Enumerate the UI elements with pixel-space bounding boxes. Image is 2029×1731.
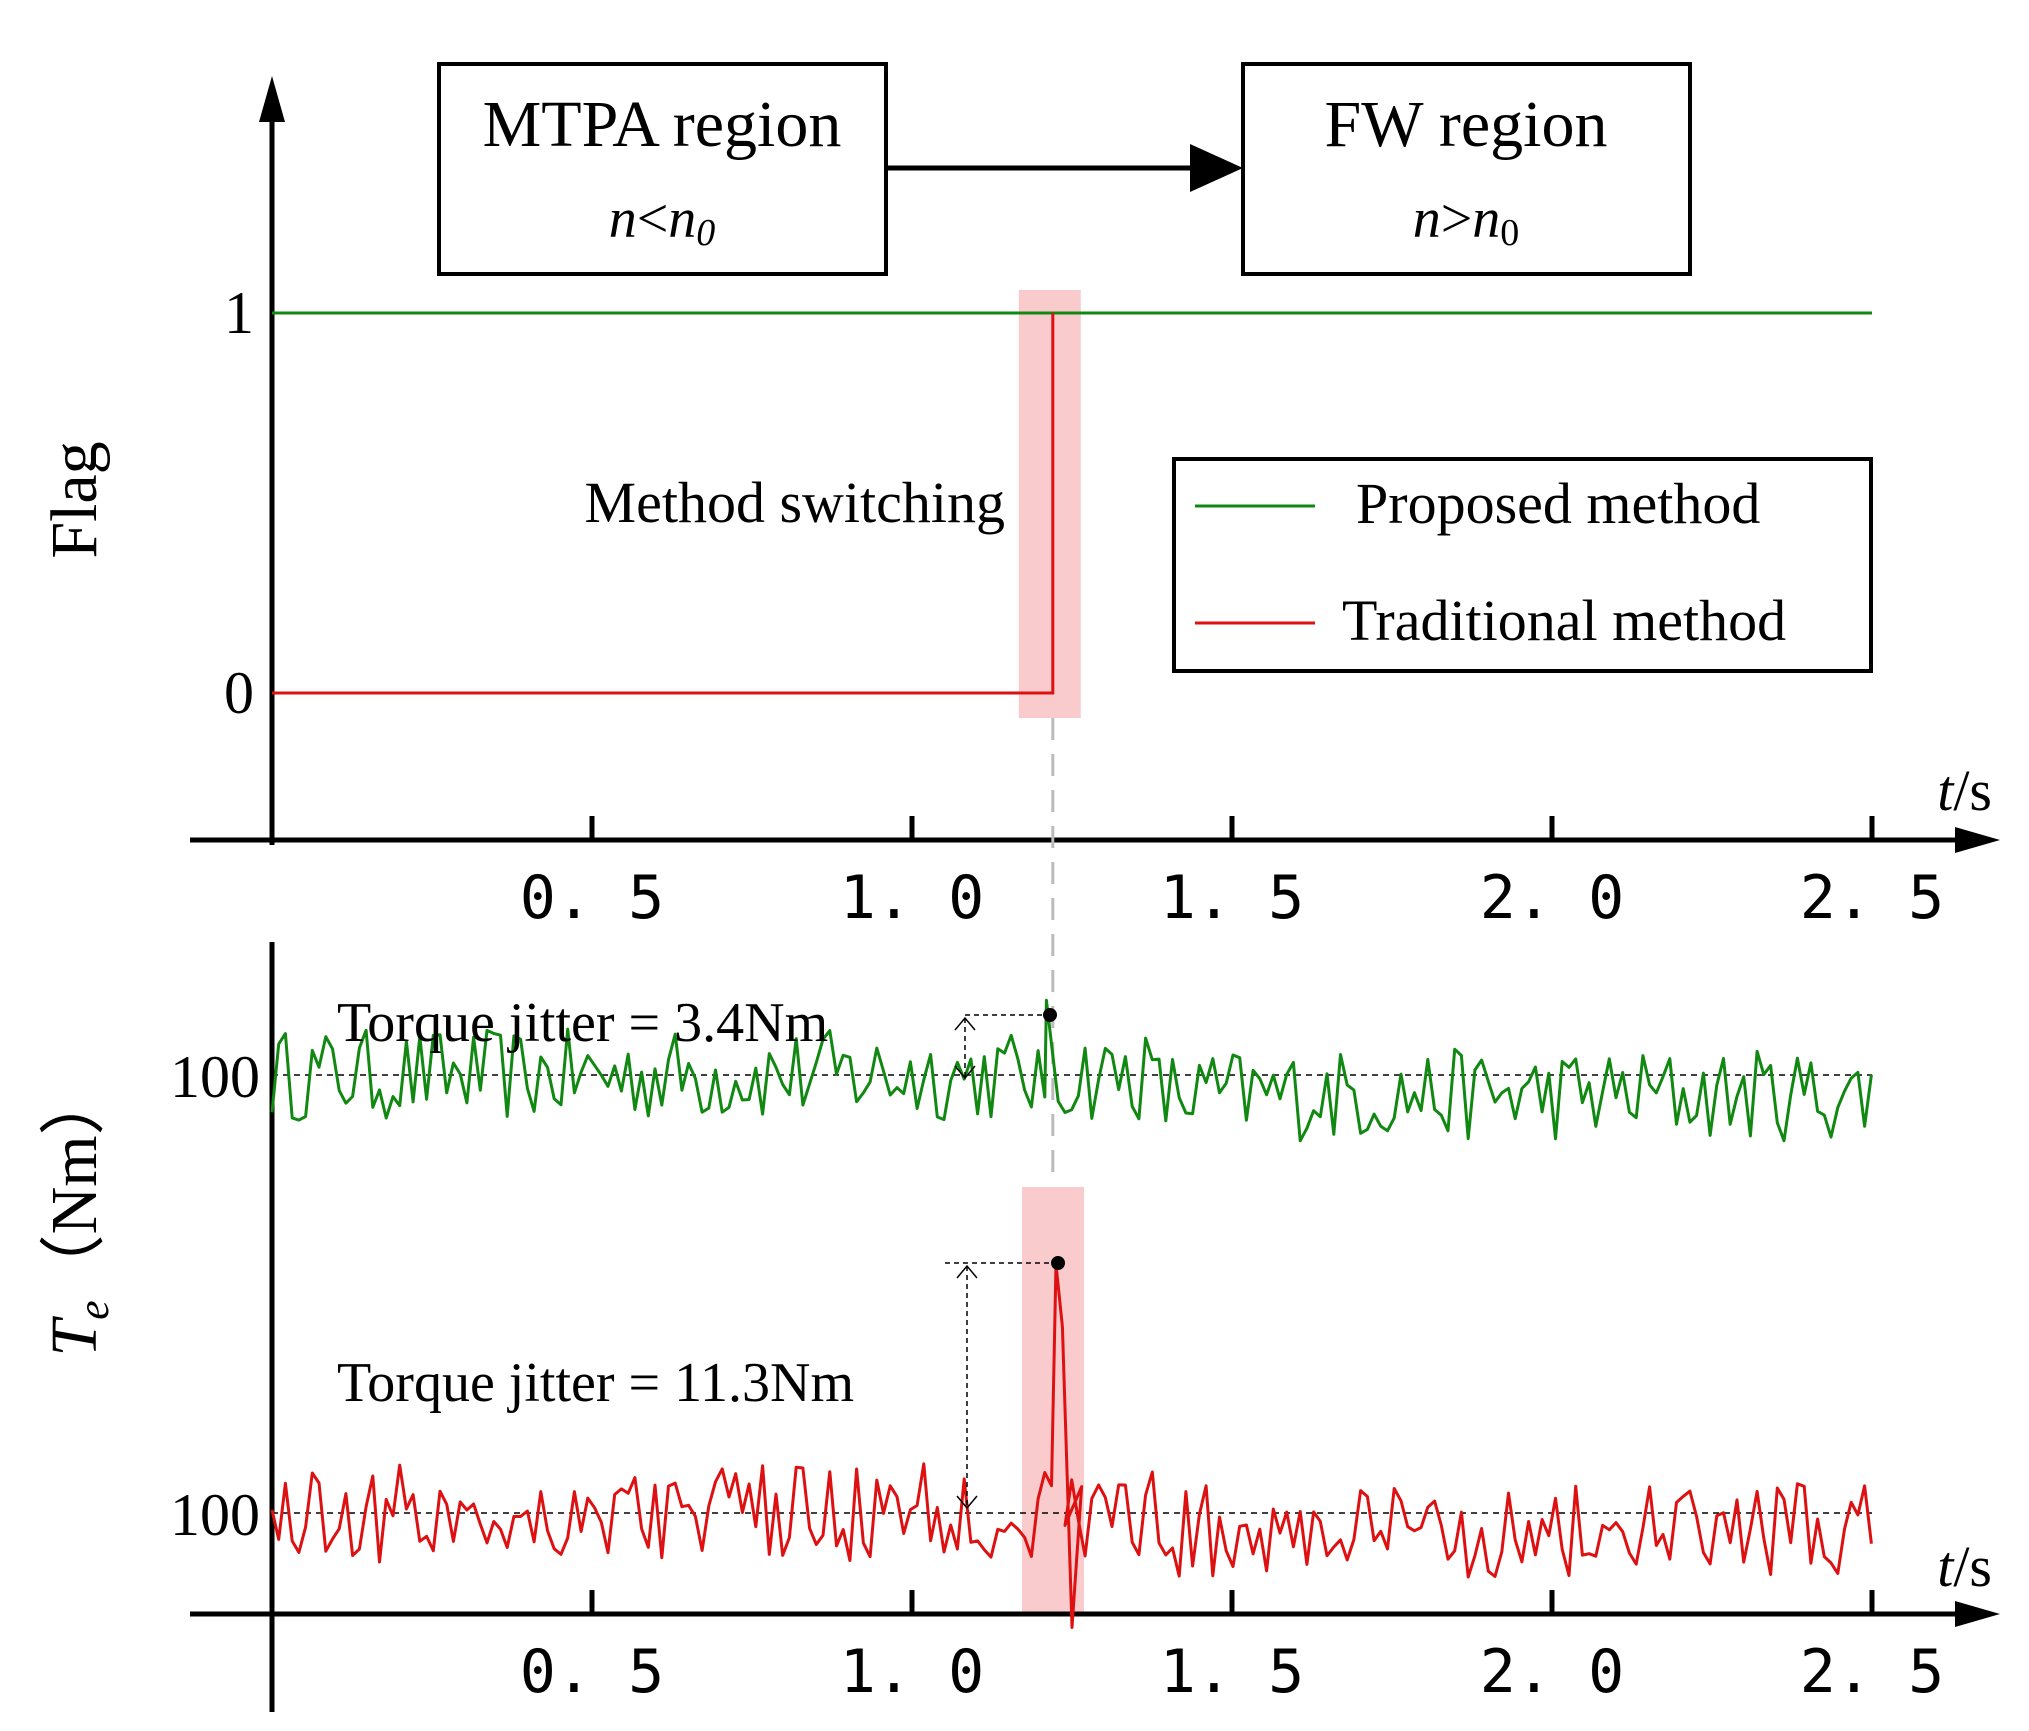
torque-y-ticks: 100 100 xyxy=(170,1044,260,1548)
torque-y-tick-label: 100 xyxy=(170,1482,260,1548)
flag-x-label: t/s xyxy=(1937,758,1992,823)
flag-x-tick-label: 1. 5 xyxy=(1160,863,1305,933)
torque-y-tick-label: 100 xyxy=(170,1044,260,1110)
legend: Proposed method Traditional method xyxy=(1172,457,1873,673)
mtpa-region-title: MTPA region xyxy=(483,88,842,161)
jitter1-peak-marker xyxy=(1043,1008,1057,1022)
torque-y-label: Te（Nm） xyxy=(38,1069,118,1356)
fw-region-box xyxy=(1241,62,1692,276)
flag-x-ticks: 0. 5 1. 0 1. 5 2. 0 2. 5 xyxy=(520,816,1945,933)
jitter2-peak-marker xyxy=(1051,1256,1065,1270)
mtpa-region-condition: n<n0 xyxy=(609,188,716,254)
jitter1-label: Torque jitter = 3.4Nm xyxy=(337,992,828,1054)
torque-chart: 0. 5 1. 0 1. 5 2. 0 2. 5 100 100 Torque jitte… xyxy=(38,942,2000,1712)
method-switching-label: Method switching xyxy=(585,470,1005,535)
mtpa-region-box xyxy=(437,62,888,276)
jitter2-arrow-down xyxy=(956,1495,978,1510)
legend-label-proposed: Proposed method xyxy=(1356,471,1760,536)
jitter2-label: Torque jitter = 11.3Nm xyxy=(337,1352,854,1414)
jitter1-arrow-up xyxy=(954,1016,976,1031)
fw-region-condition: n>n0 xyxy=(1413,188,1520,254)
torque-x-tick-label: 1. 5 xyxy=(1160,1637,1305,1707)
flag-y-label: Flag xyxy=(38,441,111,558)
flag-series-traditional xyxy=(272,313,1055,695)
torque-x-tick-label: 1. 0 xyxy=(840,1637,985,1707)
region-transition-arrowhead xyxy=(1190,144,1243,192)
fw-region-title: FW region xyxy=(1325,88,1608,161)
region-flow: MTPA region n<n0 FW region n>n0 xyxy=(437,62,1692,276)
torque-x-ticks: 0. 5 1. 0 1. 5 2. 0 2. 5 xyxy=(520,1590,1945,1707)
flag-y-tick-label: 0 xyxy=(224,660,254,726)
switch-highlight-top xyxy=(1018,290,1081,718)
flag-x-tick-label: 2. 0 xyxy=(1480,863,1625,933)
flag-y-tick-label: 1 xyxy=(224,280,254,346)
flag-x-tick-label: 2. 5 xyxy=(1800,863,1945,933)
flag-x-axis-arrow xyxy=(1955,827,2000,853)
flag-chart: 0. 5 1. 0 1. 5 2. 0 2. 5 01 Method switching… xyxy=(38,76,2000,933)
torque-x-tick-label: 2. 5 xyxy=(1800,1637,1945,1707)
torque-series-traditional xyxy=(270,1262,1873,1629)
legend-label-traditional: Traditional method xyxy=(1342,588,1786,653)
torque-x-tick-label: 0. 5 xyxy=(520,1637,665,1707)
flag-x-tick-label: 0. 5 xyxy=(520,863,665,933)
flag-x-tick-label: 1. 0 xyxy=(840,863,985,933)
torque-x-axis-arrow xyxy=(1955,1601,2000,1627)
legend-box xyxy=(1172,457,1873,673)
torque-series-proposed xyxy=(270,998,1873,1143)
torque-x-label: t/s xyxy=(1937,1534,1992,1599)
jitter1-arrow-down xyxy=(954,1065,976,1080)
flag-y-axis-arrow xyxy=(259,76,285,122)
torque-x-tick-label: 2. 0 xyxy=(1480,1637,1625,1707)
flag-y-ticks: 01 xyxy=(224,280,294,726)
jitter2-arrow-up xyxy=(956,1264,978,1279)
